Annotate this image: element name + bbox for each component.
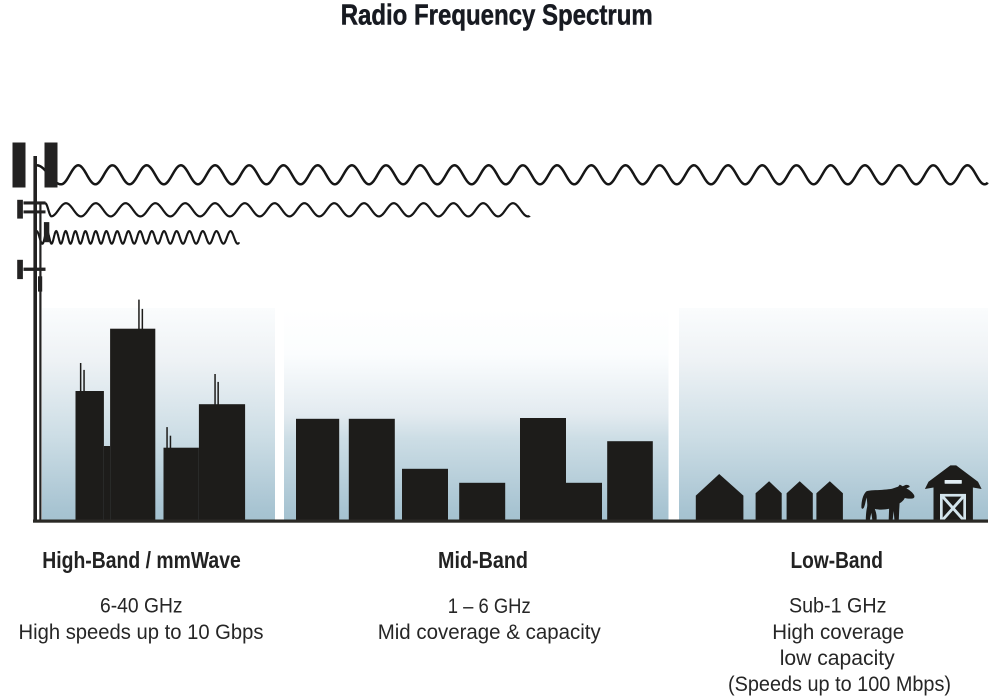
svg-text:Sub-1 GHz: Sub-1 GHz (789, 594, 887, 618)
svg-text:Radio Frequency Spectrum: Radio Frequency Spectrum (341, 0, 653, 31)
svg-text:low capacity: low capacity (780, 646, 895, 670)
svg-text:Low-Band: Low-Band (790, 547, 883, 573)
svg-text:6-40 GHz: 6-40 GHz (100, 593, 183, 617)
svg-text:Mid-Band: Mid-Band (438, 547, 528, 573)
svg-text:High-Band / mmWave: High-Band / mmWave (42, 547, 241, 573)
svg-text:High coverage: High coverage (772, 620, 904, 644)
svg-text:1 – 6 GHz: 1 – 6 GHz (448, 594, 531, 618)
svg-text:Mid coverage & capacity: Mid coverage & capacity (378, 620, 601, 644)
svg-text:High speeds up to 10 Gbps: High speeds up to 10 Gbps (19, 620, 264, 644)
svg-text:(Speeds up to 100 Mbps): (Speeds up to 100 Mbps) (728, 672, 951, 696)
